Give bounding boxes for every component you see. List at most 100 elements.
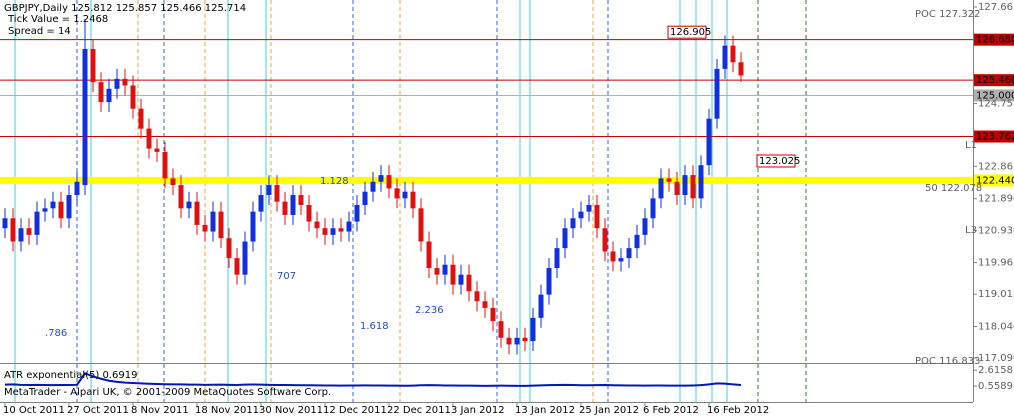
candle-body [506,337,512,345]
candle-body [258,195,264,212]
candle-body [274,185,280,202]
y-tick-label: 119.015 [978,289,1014,300]
x-tick-label: 30 Nov 2011 [259,405,323,416]
candle-body [138,108,144,129]
candle-body [34,211,40,235]
level-box [974,89,1014,102]
candle-body [226,238,232,259]
candle-body [354,204,360,222]
annotation: L1 [965,140,977,151]
y-tick-label: 122.865 [978,161,1014,172]
y-tick-label: 118.040 [978,321,1014,332]
candle-body [450,264,456,285]
annotation: 50 122.078 [925,183,982,194]
candle-body [266,185,272,196]
candle-body [370,181,376,192]
candle-body [106,88,112,103]
annotation: .786 [45,328,67,339]
annotation: 707 [277,271,296,282]
candle-body [50,201,56,209]
candle-body [538,294,544,318]
x-tick-label: 6 Feb 2012 [643,405,699,416]
candle-body [418,208,424,242]
candle-body [410,191,416,209]
candle-body [330,228,336,235]
candle-body [146,128,152,149]
annotation: 1.618 [360,321,389,332]
candle-body [594,204,600,229]
y-tick-label: 119.965 [978,258,1014,269]
candle-body [642,218,648,235]
candle-body [730,45,736,63]
candle-body [602,228,608,252]
candle-body [154,148,160,152]
candle-body [218,211,224,239]
candle-body [18,228,24,242]
level-box [974,74,1014,87]
candle-body [2,218,8,229]
candle-body [114,78,120,89]
candle-body [322,228,328,235]
y-tick-label: 124.755 [978,99,1014,110]
x-tick-label: 27 Oct 2011 [67,405,129,416]
candle-body [402,191,408,199]
candle-body [434,268,440,275]
y-tick-label: 127.665 [978,2,1014,13]
candle-body [234,258,240,275]
candle-body [130,85,136,109]
x-tick-label: 3 Jan 2012 [451,405,505,416]
candle-body [482,301,488,308]
candle-body [522,337,528,342]
candle-body [474,291,480,302]
candle-body [578,211,584,219]
candle-body [722,45,728,69]
candle-body [82,48,88,186]
candle-body [714,68,720,119]
indicator-tick-label: 0.5589 [978,381,1013,392]
x-tick-label: 16 Feb 2012 [707,405,769,416]
candle-body [162,151,168,179]
candle-body [10,218,16,242]
candle-body [314,221,320,229]
candle-body [674,181,680,196]
info-line: Tick Value = 1.2468 [7,14,108,25]
candle-body [562,228,568,249]
candle-body [426,241,432,269]
x-tick-label: 18 Nov 2011 [195,405,259,416]
level-label: 125.460 [976,75,1014,86]
level-label: 123.762 [976,132,1014,143]
x-tick-label: 10 Oct 2011 [3,405,65,416]
candle-body [178,185,184,209]
annotation: POC 127.322 [915,9,980,20]
callout-label: 126.905 [670,27,711,38]
candle-body [74,181,80,196]
callout-box [756,154,796,168]
candle-body [738,62,744,76]
candle-body [666,178,672,182]
candle-body [394,188,400,199]
candle-body [442,264,448,275]
x-tick-label: 25 Jan 2012 [579,405,639,416]
indicator-label: ATR exponential(5) 0.6919 [4,370,137,381]
chart-title: GBPJPY,Daily 125.812 125.857 125.466 125… [4,3,246,14]
x-tick-label: 22 Dec 2011 [387,405,451,416]
callout-box [667,25,707,39]
candle-body [282,201,288,215]
candle-body [66,195,72,219]
annotation: L3 [965,225,977,236]
level-label: 126.680 [976,35,1014,46]
candle-body [210,211,216,232]
candle-body [194,201,200,225]
candle-body [170,178,176,186]
level-box [974,130,1014,143]
candle-body [530,317,536,342]
indicator-tick-label: 2.6158 [978,365,1013,376]
candle-body [586,204,592,212]
candle-body [498,321,504,338]
callout-label: 123.025 [759,156,800,167]
x-tick-label: 13 Jan 2012 [515,405,575,416]
cycle-lines [14,0,807,402]
candle-body [618,258,624,262]
candle-body [570,218,576,229]
